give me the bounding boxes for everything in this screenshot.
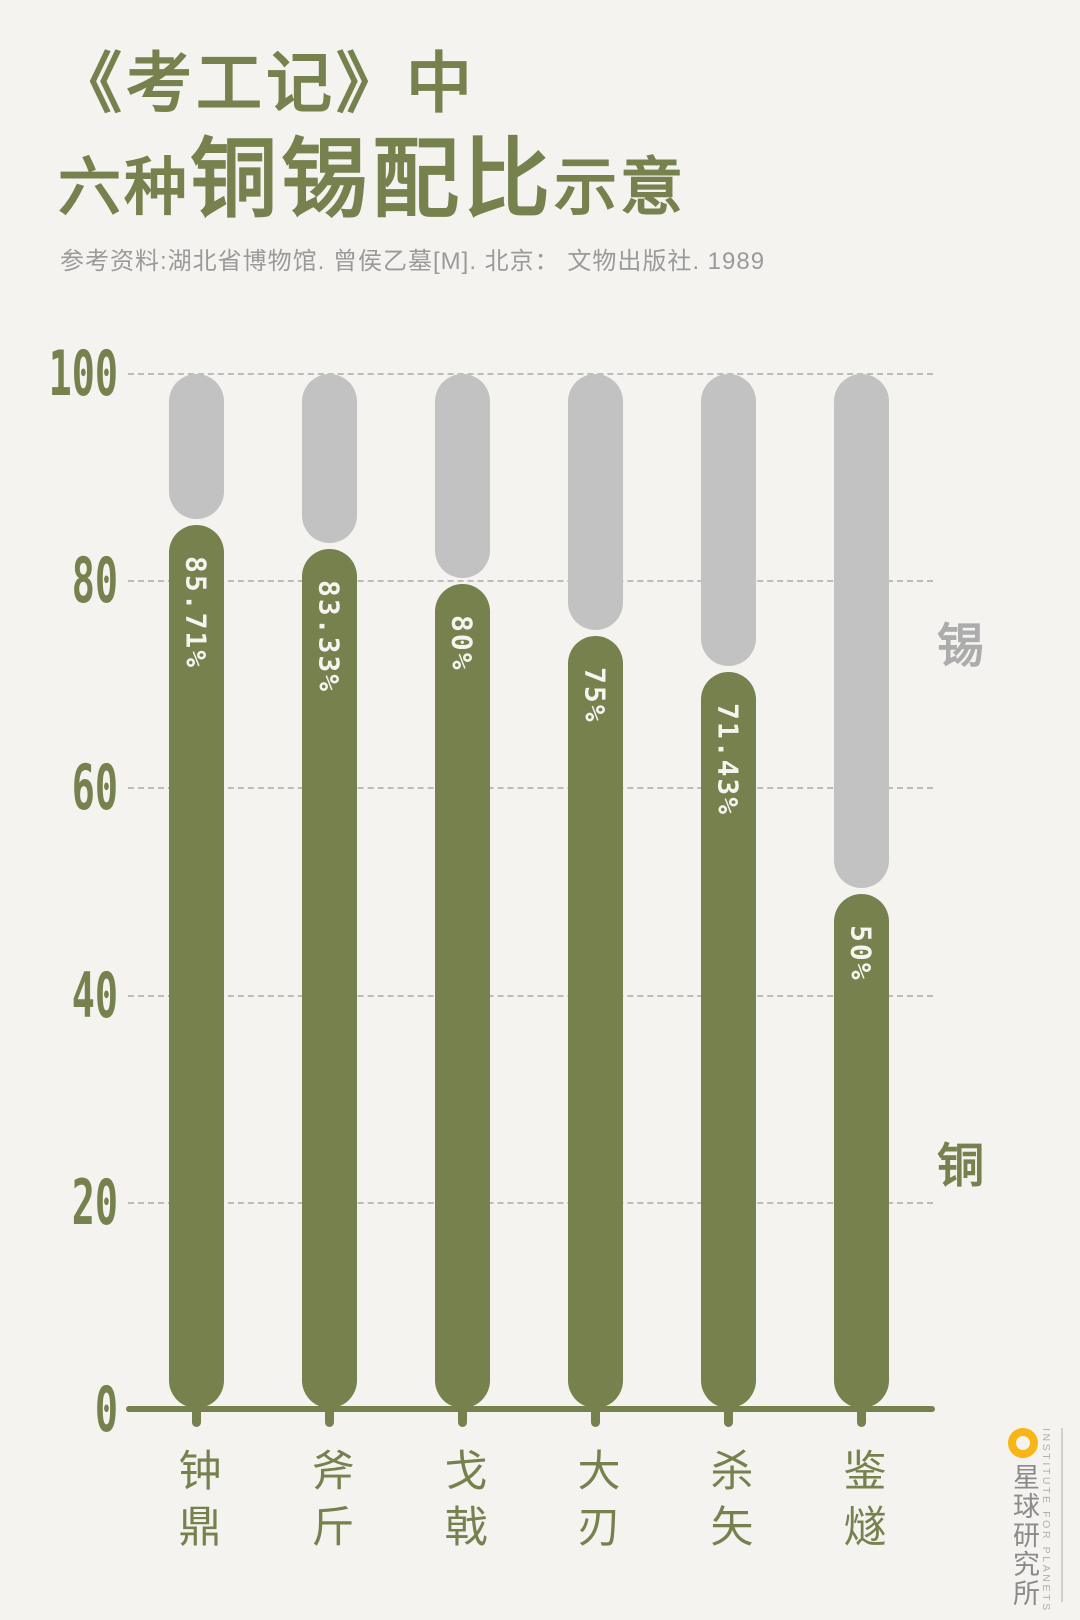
bar-value-label: 71.43% (711, 703, 745, 817)
axis-tick-mark (723, 1412, 733, 1427)
y-axis-tick-label: 100 (48, 337, 119, 410)
axis-tick-mark (856, 1412, 866, 1427)
bar-tin-segment (434, 374, 490, 578)
x-axis-line (126, 1406, 935, 1412)
logo-name-english: INSTITUTE FOR PLANETS (1040, 1428, 1052, 1613)
axis-tick-mark (324, 1412, 334, 1427)
y-axis-tick-label: 20 (71, 1165, 118, 1239)
category-label-钟鼎: 钟鼎 (172, 1448, 220, 1560)
bar-copper-segment: 83.33% (301, 549, 357, 1408)
chart-title-line1: 《考工记》中 (56, 48, 476, 121)
planet-donut-icon (1008, 1428, 1038, 1458)
category-label-斧斤: 斧斤 (305, 1448, 353, 1560)
bar-column-钟鼎: 85.71% (168, 374, 224, 1408)
category-label-大刃: 大刃 (571, 1448, 619, 1560)
bar-copper-segment: 71.43% (700, 672, 756, 1408)
y-axis-tick-label: 40 (71, 958, 118, 1032)
bar-value-label: 85.71% (179, 555, 213, 669)
gridline-60 (128, 787, 933, 790)
bar-column-斧斤: 83.33% (301, 374, 357, 1408)
bar-copper-segment: 75% (567, 635, 623, 1408)
bar-copper-segment: 80% (434, 583, 490, 1408)
logo-divider-line (1061, 1428, 1063, 1602)
gridline-40 (128, 994, 933, 997)
bar-column-鉴燧: 50% (833, 374, 889, 1408)
bar-tin-segment (567, 374, 623, 630)
bar-tin-segment (168, 374, 224, 519)
bar-column-大刃: 75% (567, 374, 623, 1408)
bar-value-label: 50% (844, 925, 878, 982)
title-suffix: 示意 (554, 153, 686, 223)
title-main: 铜锡配比 (190, 131, 554, 228)
bar-tin-segment (301, 374, 357, 544)
bar-value-label: 75% (578, 666, 612, 724)
axis-tick-mark (191, 1412, 201, 1427)
gridline-100 (128, 373, 933, 375)
category-label-鉴燧: 鉴燧 (837, 1448, 885, 1560)
gridline-20 (128, 1201, 933, 1204)
chart-title-line2: 六种铜锡配比示意 (58, 136, 686, 223)
bar-copper-segment: 85.71% (168, 524, 224, 1408)
gridline-80 (128, 580, 933, 583)
category-label-戈戟: 戈戟 (438, 1448, 486, 1560)
y-axis-tick-label: 60 (71, 751, 118, 825)
axis-tick-mark (590, 1412, 600, 1427)
bar-column-杀矢: 71.43% (700, 374, 756, 1408)
bar-value-label: 80% (445, 614, 479, 672)
title-prefix: 六种 (58, 153, 190, 223)
axis-tick-mark (457, 1412, 467, 1427)
bar-copper-segment: 50% (833, 894, 889, 1408)
source-citation: 参考资料:湖北省博物馆. 曾侯乙墓[M]. 北京： 文物出版社. 1989 (60, 248, 766, 275)
bar-tin-segment (833, 374, 889, 888)
logo-name-chinese: 星球研究所 (1009, 1463, 1039, 1608)
bar-tin-segment (700, 374, 756, 667)
bar-column-戈戟: 80% (434, 374, 490, 1408)
y-axis-tick-label: 80 (71, 544, 118, 618)
copper-series-label: 铜 (937, 1139, 984, 1192)
tin-series-label: 锡 (937, 619, 984, 672)
bar-value-label: 83.33% (312, 580, 346, 694)
category-label-杀矢: 杀矢 (704, 1448, 752, 1560)
y-axis-tick-label: 0 (94, 1373, 118, 1446)
